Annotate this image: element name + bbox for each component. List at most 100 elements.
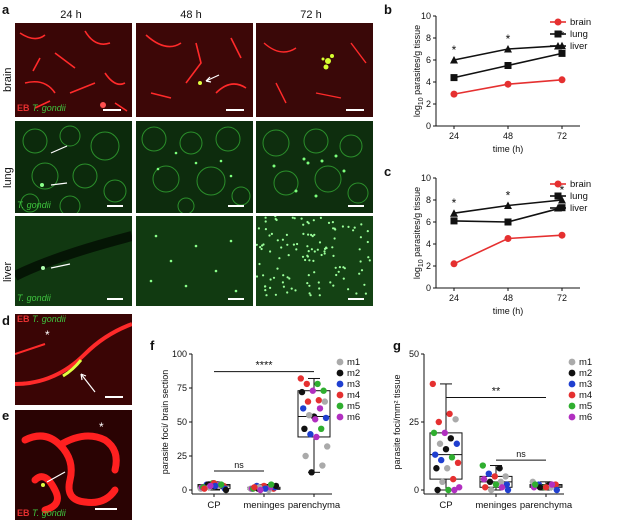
micrograph-e: * EB T. gondii bbox=[15, 410, 132, 520]
data-point-m2 bbox=[496, 465, 503, 472]
y-label-part: log bbox=[412, 105, 422, 117]
parasite-dot bbox=[262, 274, 265, 277]
significance-label: ns bbox=[516, 449, 526, 459]
parasite-dot bbox=[294, 289, 297, 292]
parasite-dot bbox=[316, 248, 319, 251]
micrograph-liver-72h bbox=[256, 216, 373, 306]
parasite-dot bbox=[307, 250, 310, 253]
parasite-dot bbox=[256, 275, 259, 278]
parasite-dot bbox=[318, 294, 321, 297]
data-point-m3 bbox=[438, 456, 445, 464]
y-label-sub: 10 bbox=[418, 259, 425, 267]
parasite-dot bbox=[341, 225, 344, 228]
legend-marker-lung bbox=[554, 192, 562, 200]
parasite-dot bbox=[318, 241, 322, 244]
caption-tgondii: T. gondii bbox=[17, 200, 51, 210]
y-label-sub: 10 bbox=[418, 97, 425, 105]
parasite-dot bbox=[337, 270, 340, 273]
micrograph-brain-72h bbox=[256, 23, 373, 117]
legend-dot-m3 bbox=[336, 380, 344, 388]
parasite-dot bbox=[270, 232, 273, 235]
parasite-dot bbox=[274, 293, 277, 296]
data-point-m1 bbox=[319, 462, 326, 469]
point-liver bbox=[504, 45, 512, 53]
micrograph-liver-24h: T. gondii bbox=[15, 216, 132, 306]
parasite-dot bbox=[290, 287, 293, 290]
legend-label-m1: m1 bbox=[579, 357, 592, 368]
caption-tgondii-liver: T. gondii bbox=[17, 293, 51, 303]
parasite-dot bbox=[260, 247, 263, 251]
data-point-m5 bbox=[268, 481, 275, 488]
legend-dot-m1 bbox=[336, 358, 344, 366]
chart-g: 0 25 50 CP meninges parenchyma parasite foci/m… bbox=[392, 349, 592, 511]
legend-label-m6: m6 bbox=[579, 412, 592, 423]
data-point-m1 bbox=[452, 416, 459, 423]
parasite-dot bbox=[353, 226, 356, 229]
parasite-dot bbox=[352, 229, 355, 232]
parasite-dot bbox=[302, 223, 305, 226]
parasite-dot bbox=[302, 232, 305, 235]
data-point-m6 bbox=[480, 475, 488, 483]
data-point-m2 bbox=[536, 484, 544, 491]
legend-dot-m3 bbox=[568, 380, 576, 388]
parasite-dot bbox=[265, 294, 268, 297]
parasite-dot bbox=[360, 223, 363, 226]
parasite-dot bbox=[293, 217, 296, 220]
data-point-m5 bbox=[492, 481, 500, 488]
point-brain bbox=[450, 260, 458, 268]
data-point-m6 bbox=[316, 405, 324, 412]
parasite-dot bbox=[274, 216, 277, 218]
y-tick-label: 50 bbox=[177, 417, 187, 427]
point-lung bbox=[504, 218, 512, 226]
y-tick-label: 25 bbox=[409, 417, 419, 427]
data-point-m2 bbox=[442, 446, 450, 453]
parasite-dot bbox=[291, 216, 294, 219]
significance-star: * bbox=[452, 196, 457, 210]
parasite-dot bbox=[307, 233, 310, 236]
data-point-m5 bbox=[479, 462, 486, 469]
parasite-dot bbox=[360, 269, 364, 272]
data-point-m6 bbox=[451, 486, 458, 494]
panel-c-label: c bbox=[384, 164, 392, 179]
micrograph-lung-24h: T. gondii bbox=[15, 121, 132, 213]
data-point-m5 bbox=[532, 481, 539, 488]
parasite-dot bbox=[258, 262, 261, 266]
data-point-m2 bbox=[301, 425, 308, 432]
star-marker-d: * bbox=[45, 328, 50, 342]
parasite-dot bbox=[256, 243, 258, 246]
parasite-dot bbox=[287, 254, 290, 257]
parasite-dot bbox=[363, 283, 366, 286]
category-label-meninges: meninges bbox=[243, 500, 284, 511]
star-marker-e: * bbox=[99, 420, 104, 434]
category-label-parenchyma: parenchyma bbox=[288, 500, 341, 511]
y-tick-label: 75 bbox=[177, 383, 187, 393]
caption-d: EB T. gondii bbox=[17, 314, 66, 324]
parasite-dot bbox=[366, 240, 369, 244]
data-point-m1 bbox=[488, 486, 495, 494]
parasite-dot bbox=[306, 282, 309, 285]
parasite-dot bbox=[320, 253, 323, 257]
data-point-m3 bbox=[453, 440, 460, 447]
data-point-m6 bbox=[312, 416, 319, 423]
col-label-72h: 72 h bbox=[300, 9, 322, 21]
data-point-m5 bbox=[314, 380, 321, 388]
category-label-meninges: meninges bbox=[475, 500, 516, 511]
y-tick-label: 50 bbox=[409, 349, 419, 359]
parasite-dot bbox=[367, 256, 370, 259]
data-point-m6 bbox=[498, 484, 506, 491]
y-axis-label: log10 parasites/g tissue bbox=[412, 25, 425, 117]
y-label-part: log bbox=[412, 267, 422, 279]
x-tick-label: 24 bbox=[449, 131, 459, 141]
parasite-dot bbox=[264, 220, 267, 223]
data-point-m6 bbox=[548, 481, 556, 488]
point-brain bbox=[558, 76, 566, 84]
data-point-m2 bbox=[434, 486, 441, 494]
legend-label-lung: lung bbox=[570, 29, 588, 40]
legend-marker-liver bbox=[554, 204, 562, 212]
col-label-24h: 24 h bbox=[60, 9, 82, 21]
parasite-dot bbox=[300, 217, 303, 220]
point-lung bbox=[450, 217, 458, 225]
data-point-m6 bbox=[456, 484, 463, 491]
x-tick-label: 48 bbox=[503, 293, 513, 303]
data-point-m2 bbox=[298, 388, 306, 396]
